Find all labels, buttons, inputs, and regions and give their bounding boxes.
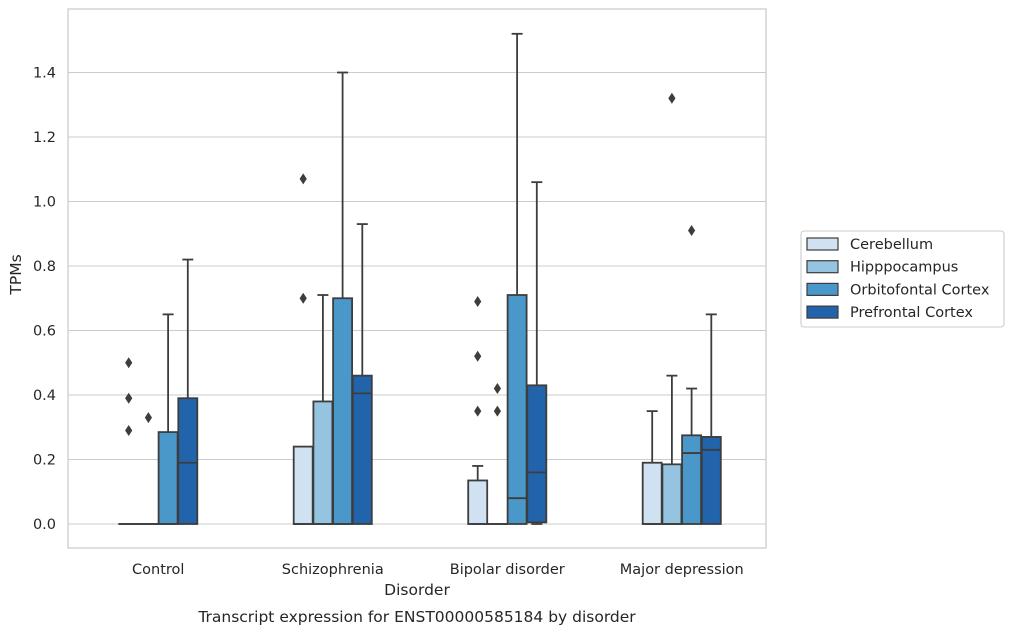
box-body	[661, 463, 683, 525]
outlier-point	[474, 405, 482, 417]
y-tick-label: 0.2	[33, 453, 56, 469]
box-cerebellum	[467, 295, 489, 525]
box-hipppocampus	[486, 383, 508, 525]
outlier-point	[299, 292, 307, 304]
box-cerebellum	[292, 173, 314, 525]
y-axis-label: TPMs	[7, 254, 25, 295]
box-prefrontal-cortex	[700, 313, 722, 525]
x-tick-label: Schizophrenia	[282, 562, 384, 578]
x-tick-label: Control	[132, 562, 184, 578]
outlier-point	[299, 173, 307, 185]
box-plots	[118, 32, 722, 525]
box-body	[526, 384, 548, 524]
outlier-point	[474, 295, 482, 307]
x-tick-label: Major depression	[620, 562, 744, 578]
legend-frame	[800, 230, 1005, 328]
box-body	[506, 294, 528, 525]
outlier-point	[125, 357, 133, 369]
box-hipppocampus	[137, 412, 159, 525]
box-body	[292, 445, 314, 525]
legend-swatch	[806, 237, 839, 251]
outlier-point	[688, 225, 696, 237]
x-axis-label: Disorder	[384, 581, 450, 599]
box-body	[332, 297, 354, 525]
y-tick-label: 0.4	[33, 388, 56, 404]
box-hipppocampus	[661, 92, 683, 525]
legend: Cerebellum Hipppocampus Orbitofontal Corte…	[800, 230, 1005, 328]
outlier-point	[493, 405, 501, 417]
y-tick-label: 1.2	[33, 130, 56, 146]
outlier-point	[493, 383, 501, 395]
outlier-point	[474, 350, 482, 362]
outlier-point	[144, 412, 152, 424]
x-tick-labels: Control Schizophrenia Bipolar disorder Majo…	[132, 562, 744, 578]
box-orbitofontal-cortex	[157, 313, 179, 525]
box-prefrontal-cortex	[526, 181, 548, 525]
outlier-point	[668, 92, 676, 104]
y-tick-labels: 0.0 0.2 0.4 0.6 0.8 1.0 1.2 1.4	[33, 66, 56, 534]
chart-caption: Transcript expression for ENST0000058518…	[197, 608, 636, 626]
box-prefrontal-cortex	[351, 223, 373, 525]
legend-swatch	[806, 282, 839, 296]
y-tick-label: 0.8	[33, 259, 56, 275]
box-body	[681, 434, 702, 525]
box-body	[467, 479, 489, 525]
box-orbitofontal-cortex	[332, 71, 354, 525]
box-body	[177, 397, 199, 525]
box-orbitofontal-cortex	[506, 32, 528, 525]
legend-label: Hipppocampus	[850, 260, 958, 276]
box-cerebellum	[641, 410, 663, 525]
box-body	[700, 436, 722, 525]
x-tick-label: Bipolar disorder	[450, 562, 565, 578]
y-tick-label: 0.6	[33, 324, 56, 340]
box-body	[641, 461, 663, 525]
box-cerebellum	[118, 357, 140, 525]
outlier-point	[125, 424, 133, 436]
y-tick-label: 1.4	[33, 66, 56, 82]
y-tick-label: 0.0	[33, 517, 56, 533]
legend-label: Prefrontal Cortex	[850, 305, 973, 321]
box-orbitofontal-cortex	[681, 225, 702, 525]
box-body	[351, 374, 373, 525]
legend-label: Cerebellum	[850, 237, 933, 253]
box-body	[312, 400, 334, 525]
y-tick-label: 1.0	[33, 195, 56, 211]
box-body	[157, 431, 179, 525]
legend-swatch	[806, 305, 839, 319]
legend-swatch	[806, 260, 839, 274]
legend-label: Orbitofontal Cortex	[850, 282, 990, 298]
plot-frame	[67, 8, 767, 549]
outlier-point	[125, 392, 133, 404]
box-prefrontal-cortex	[177, 258, 199, 525]
box-hipppocampus	[312, 294, 334, 525]
